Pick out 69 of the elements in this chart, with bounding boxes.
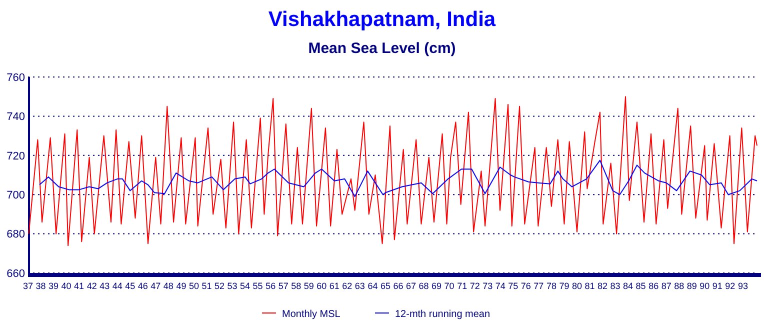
x-tick-label: 38 <box>36 281 46 291</box>
x-tick-label: 56 <box>266 281 276 291</box>
x-tick-label: 85 <box>636 281 646 291</box>
y-tick-label: 740 <box>6 111 25 124</box>
x-tick-label: 74 <box>495 281 506 291</box>
x-tick-label: 64 <box>368 281 378 291</box>
y-tick-label: 660 <box>6 268 25 280</box>
x-tick-label: 71 <box>457 281 468 291</box>
x-tick-label: 93 <box>738 281 748 291</box>
x-tick-label: 51 <box>202 281 212 291</box>
x-tick-label: 54 <box>240 281 250 291</box>
x-tick-label: 46 <box>138 281 148 291</box>
x-tick-label: 61 <box>329 281 340 291</box>
x-tick-label: 68 <box>418 281 429 291</box>
x-tick-label: 89 <box>686 281 697 291</box>
x-tick-label: 53 <box>227 281 238 291</box>
x-tick-label: 39 <box>48 281 59 291</box>
x-tick-label: 78 <box>546 281 556 291</box>
x-tick-label: 91 <box>712 281 722 291</box>
x-tick-label: 40 <box>61 281 72 291</box>
x-tick-label: 59 <box>304 281 314 291</box>
x-tick-label: 37 <box>22 281 34 291</box>
x-tick-label: 60 <box>316 281 327 291</box>
x-tick-label: 81 <box>584 281 595 291</box>
y-tick-label: 760 <box>6 72 25 84</box>
legend-label: 12-mth running mean <box>395 309 490 320</box>
x-tick-label: 72 <box>470 281 480 291</box>
x-tick-label: 42 <box>86 281 97 291</box>
chart-subtitle: Mean Sea Level (cm) <box>308 40 456 57</box>
x-tick-label: 66 <box>393 281 404 291</box>
x-tick-label: 88 <box>674 281 684 291</box>
x-tick-label: 87 <box>661 281 672 291</box>
x-tick-label: 57 <box>278 281 288 291</box>
x-tick-label: 73 <box>482 281 493 291</box>
x-tick-label: 62 <box>342 281 352 291</box>
x-tick-label: 67 <box>406 281 416 291</box>
x-tick-label: 41 <box>74 281 84 291</box>
chart-title: Vishakhapatnam, India <box>268 8 496 31</box>
x-tick-label: 76 <box>520 281 531 291</box>
x-tick-label: 82 <box>598 281 608 291</box>
x-tick-label: 45 <box>125 281 136 291</box>
x-tick-label: 77 <box>534 281 544 291</box>
x-tick-label: 44 <box>112 281 122 291</box>
x-tick-label: 49 <box>176 281 186 291</box>
x-tick-label: 65 <box>380 281 390 291</box>
x-tick-label: 84 <box>623 281 634 291</box>
x-tick-label: 47 <box>150 281 161 291</box>
y-tick-label: 680 <box>6 228 25 241</box>
x-tick-label: 70 <box>444 281 454 291</box>
x-tick-label: 63 <box>354 281 365 291</box>
x-tick-label: 50 <box>188 281 199 291</box>
x-tick-label: 52 <box>214 281 225 291</box>
y-tick-label: 720 <box>6 150 25 162</box>
line-series <box>38 160 758 198</box>
x-tick-label: 58 <box>291 281 302 291</box>
x-tick-label: 69 <box>432 281 442 291</box>
x-tick-label: 80 <box>572 281 582 291</box>
x-tick-label: 79 <box>559 281 570 291</box>
x-tick-label: 75 <box>508 281 518 291</box>
x-tick-label: 55 <box>252 281 263 291</box>
x-tick-label: 48 <box>163 281 174 291</box>
x-tick-label: 43 <box>100 281 110 291</box>
x-tick-label: 92 <box>725 281 736 291</box>
x-tick-label: 90 <box>700 281 710 291</box>
x-tick-label: 86 <box>648 281 659 291</box>
legend-label: Monthly MSL <box>282 309 341 320</box>
line-series <box>28 96 758 246</box>
y-tick-label: 700 <box>6 189 25 202</box>
x-tick-label: 83 <box>610 281 620 291</box>
